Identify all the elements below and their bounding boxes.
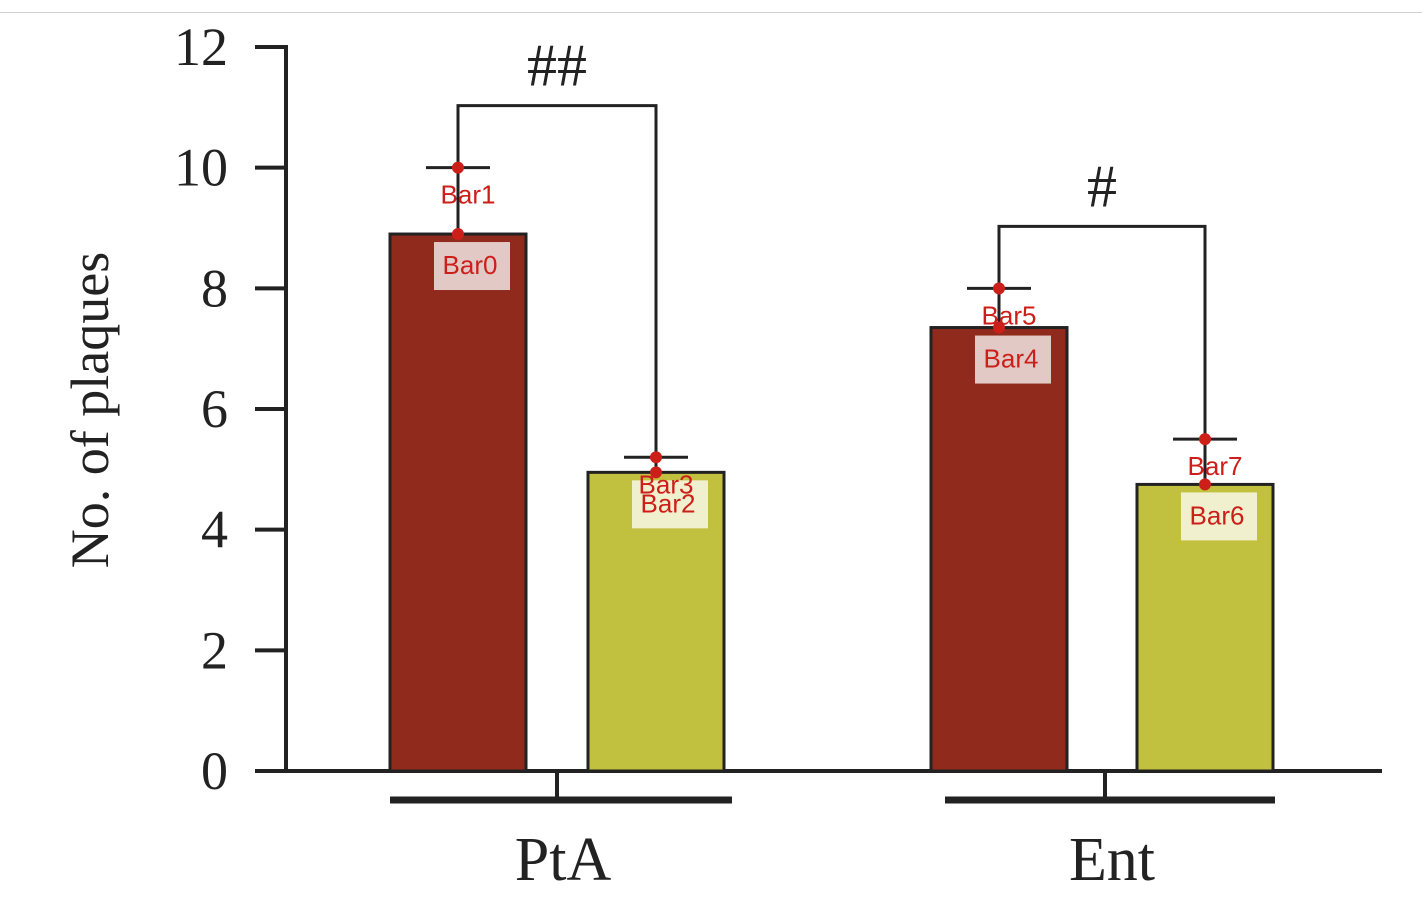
annotation-box	[975, 335, 1051, 384]
bars	[388, 166, 1275, 773]
y-axis-label: No. of plaques	[60, 252, 120, 568]
annotation-box	[434, 242, 510, 291]
group-label: PtA	[515, 826, 612, 894]
group-label: Ent	[1069, 826, 1155, 894]
value-marker	[993, 321, 1005, 334]
top-divider	[0, 12, 1422, 13]
value-label: Bar0	[443, 250, 498, 280]
error-marker	[993, 282, 1005, 295]
error-label: Bar3	[639, 469, 694, 499]
y-tick-label: 8	[201, 258, 228, 318]
axes: 0 2 4 6 8 10 12 PtA Ent	[174, 17, 1382, 894]
value-marker	[650, 466, 662, 479]
bar-bar0	[388, 232, 528, 773]
value-marker	[452, 228, 464, 241]
significance-bracket	[997, 224, 1207, 436]
y-tick-label: 4	[201, 500, 228, 560]
y-tick-label: 12	[174, 17, 228, 77]
y-tick-label: 10	[174, 138, 228, 198]
significance-brackets: ###	[456, 33, 1207, 454]
y-tick-label: 0	[201, 741, 228, 801]
error-marker	[452, 161, 464, 174]
bar-bar4	[929, 326, 1069, 773]
annotation-box	[1181, 492, 1257, 541]
value-label: Bar4	[984, 344, 1039, 374]
error-marker	[1199, 433, 1211, 446]
significance-label: ##	[527, 33, 587, 99]
error-marker	[650, 451, 662, 464]
value-marker	[1199, 478, 1211, 491]
value-label: Bar2	[641, 488, 696, 518]
y-tick-label: 6	[201, 379, 228, 439]
error-label: Bar7	[1188, 451, 1243, 481]
significance-label: #	[1087, 153, 1117, 219]
y-tick-label: 2	[201, 620, 228, 680]
value-label: Bar6	[1190, 500, 1245, 530]
significance-bracket	[456, 104, 658, 454]
error-label: Bar5	[982, 300, 1037, 330]
error-label: Bar1	[441, 180, 496, 210]
annotation-box	[632, 480, 708, 529]
